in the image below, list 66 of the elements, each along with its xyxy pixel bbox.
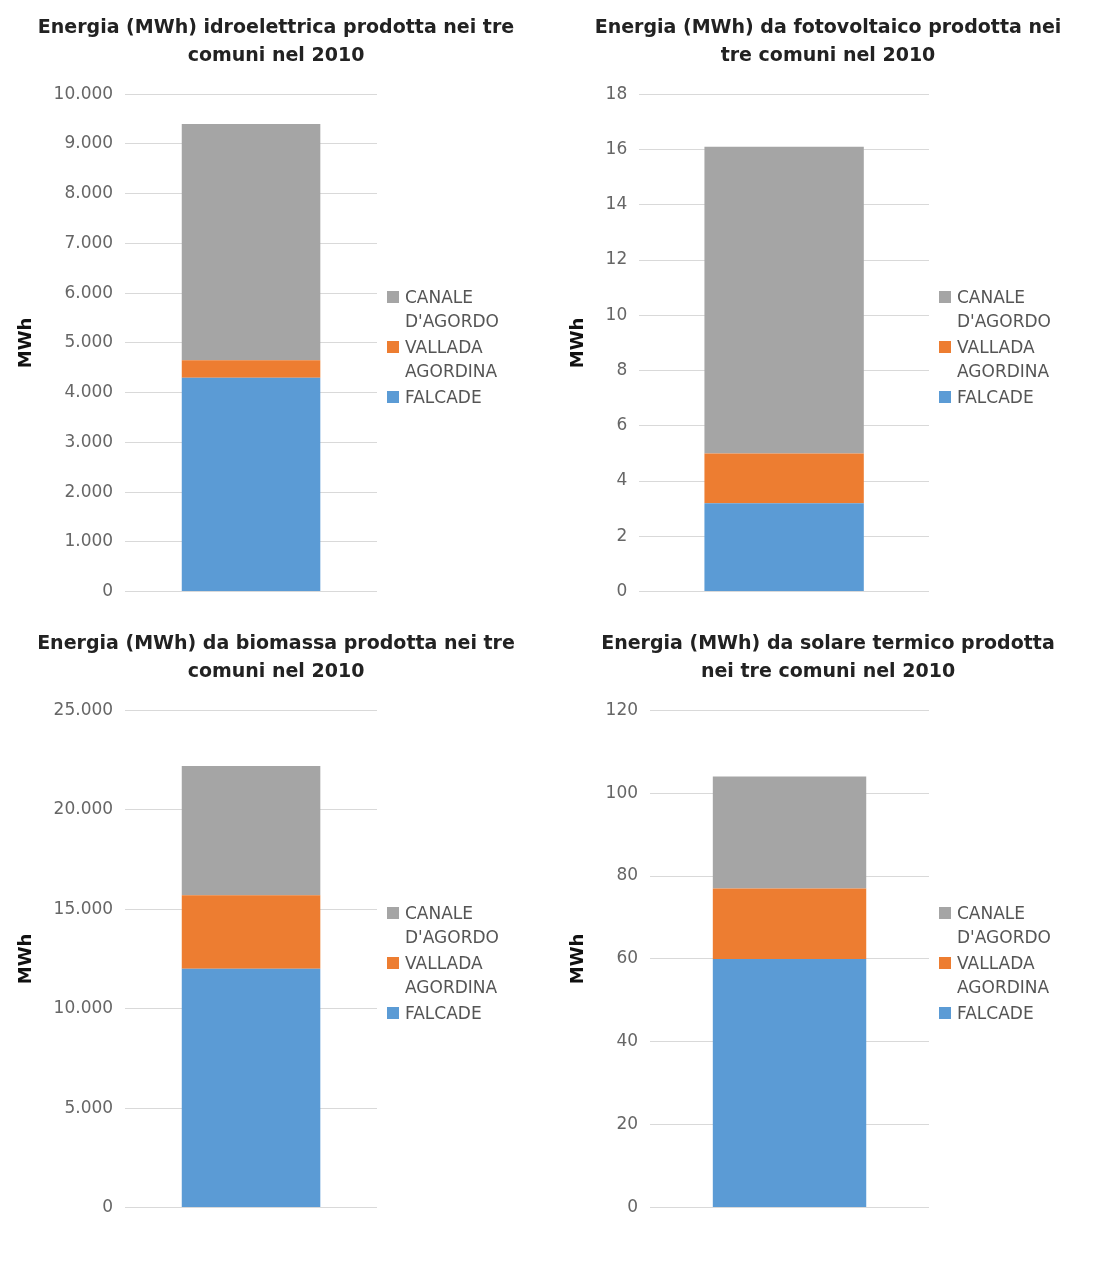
chart-title: Energia (MWh) da fotovoltaico prodotta nei tre comuni nel 2010 [593,14,1063,67]
legend-label: CANALE D'AGORDO [957,286,1052,333]
y-tick-label: 15.000 [53,897,114,918]
y-tick-label: 0 [616,580,628,601]
y-tick-label: 10.000 [53,82,114,103]
bar [704,503,864,592]
legend-label: CANALE D'AGORDO [405,902,500,949]
bar [181,377,321,592]
y-tick-label: 4 [616,469,628,490]
legend-label: FALCADE [405,386,482,409]
chart-title: Energia (MWh) idroelettrica prodotta nei tre comuni nel 2010 [36,14,516,67]
y-tick-label: 0 [102,580,114,601]
bar [712,958,867,1208]
y-tick-label: 10 [605,303,628,324]
y-tick-label: 6 [616,414,628,435]
y-tick-label: 60 [616,947,639,968]
y-tick-label: 20.000 [53,798,114,819]
y-tick-label: 4.000 [64,381,114,402]
legend-label: FALCADE [405,1002,482,1025]
legend-label: FALCADE [957,386,1034,409]
bar [181,124,321,361]
y-tick-label: 25.000 [53,698,114,719]
y-tick-label: 40 [616,1030,639,1051]
bar [712,776,867,889]
y-tick-label: 0 [102,1196,114,1217]
y-tick-label: 8.000 [64,182,114,203]
y-tick-label: 2.000 [64,480,114,501]
bar [181,968,321,1208]
y-axis-title: MWh [14,317,36,369]
y-tick-label: 120 [605,698,639,719]
y-axis-title: MWh [14,933,36,985]
legend-label: FALCADE [957,1002,1034,1025]
y-tick-label: 10.000 [53,997,114,1018]
y-tick-label: 2 [616,524,628,545]
bar [181,360,321,378]
chart-title: Energia (MWh) da solare termico prodotta nei tre comuni nel 2010 [600,630,1056,683]
y-tick-label: 0 [627,1196,639,1217]
y-tick-label: 1.000 [64,530,114,551]
legend-label: VALLADA AGORDINA [957,952,1051,999]
y-tick-label: 5.000 [64,1096,114,1117]
legend-label: CANALE D'AGORDO [957,902,1052,949]
y-tick-label: 100 [605,781,639,802]
y-axis-title: MWh [566,933,588,985]
legend-label: VALLADA AGORDINA [957,336,1051,383]
y-axis-title: MWh [566,317,588,369]
y-tick-label: 7.000 [64,231,114,252]
bar [712,888,867,959]
y-tick-label: 5.000 [64,331,114,352]
y-tick-label: 3.000 [64,430,114,451]
y-tick-label: 80 [616,864,639,885]
y-tick-label: 6.000 [64,281,114,302]
y-tick-label: 12 [605,248,628,269]
chart-title: Energia (MWh) da biomassa prodotta nei tre comuni nel 2010 [36,630,516,683]
bar [704,453,864,504]
y-tick-label: 18 [605,82,628,103]
legend-label: VALLADA AGORDINA [405,952,499,999]
legend-label: VALLADA AGORDINA [405,336,499,383]
bar [181,895,321,969]
y-tick-label: 16 [605,137,628,158]
bar [181,765,321,896]
legend-label: CANALE D'AGORDO [405,286,500,333]
y-tick-label: 8 [616,358,628,379]
bar [704,146,864,454]
y-tick-label: 20 [616,1113,639,1134]
y-tick-label: 14 [605,193,628,214]
y-tick-label: 9.000 [64,132,114,153]
